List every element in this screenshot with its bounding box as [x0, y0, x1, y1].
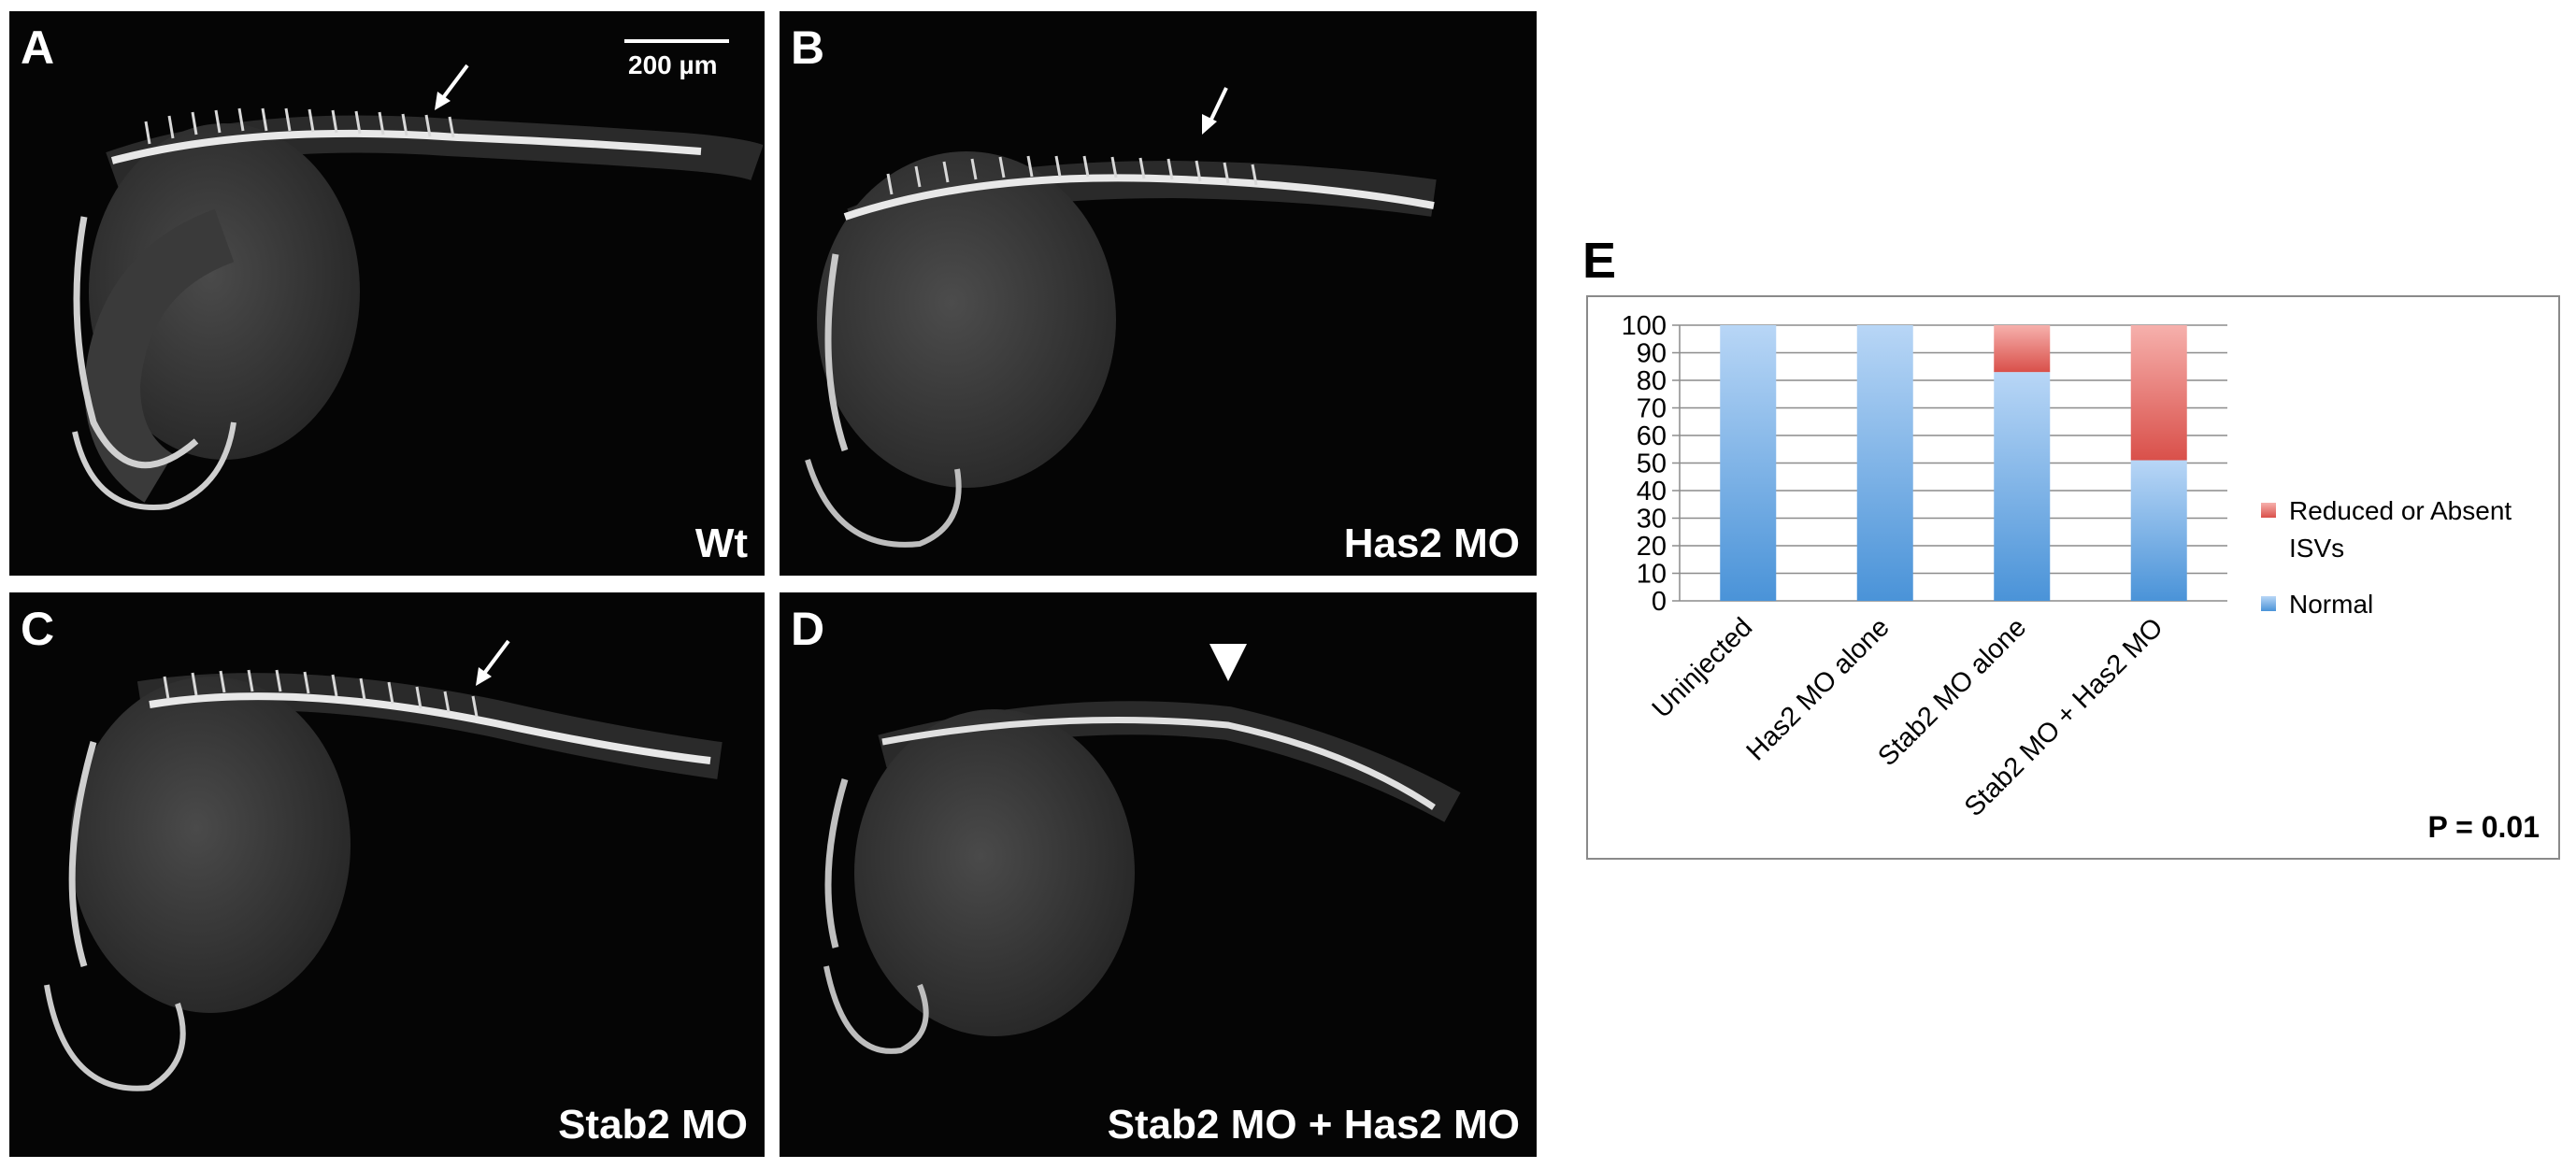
chart-frame: 0 10 20 30 40 50 60 70 80 90 100 Uninjected Has2 MO … [1586, 295, 2560, 860]
embryo-image-d [823, 644, 1461, 1054]
legend-swatch [2261, 596, 2276, 611]
condition-label-b: Has2 MO [1343, 520, 1520, 566]
panel-a-micrograph: A 200 µm Wt [9, 11, 765, 576]
y-tick-label: 70 [1637, 394, 1667, 424]
panel-letter-b: B [791, 21, 825, 74]
legend-swatch [2261, 503, 2276, 518]
condition-label-c: Stab2 MO [558, 1102, 748, 1148]
y-tick-label: 30 [1637, 505, 1667, 535]
y-tick-label: 50 [1637, 449, 1667, 479]
embryo-image-b [805, 87, 1437, 548]
condition-label-a: Wt [694, 520, 748, 566]
y-tick-label: 60 [1637, 421, 1667, 451]
legend-label: Reduced or Absent ISVs [2289, 496, 2512, 563]
x-category-label: Has2 MO alone [1741, 612, 1896, 766]
condition-label-d: Stab2 MO + Has2 MO [1107, 1102, 1520, 1148]
panel-c-micrograph: C Stab2 MO [9, 592, 765, 1157]
panel-letter-c: C [21, 603, 55, 655]
panel-letter-e: E [1582, 233, 1617, 289]
scale-bar [624, 39, 729, 43]
embryo-image-a [72, 64, 764, 510]
scale-bar-label: 200 µm [628, 50, 718, 79]
y-tick-label: 10 [1637, 560, 1667, 590]
bar-normal [1720, 325, 1777, 601]
bar-reduced-or-absent [1994, 325, 2051, 373]
panel-b-micrograph: B Has2 MO [780, 11, 1537, 576]
y-tick-label: 20 [1637, 532, 1667, 562]
bar-normal [1994, 372, 2051, 601]
x-category-label: Stab2 MO alone [1872, 612, 2032, 772]
y-tick-label: 100 [1622, 311, 1667, 341]
embryo-image-c [44, 639, 723, 1091]
y-tick-label: 0 [1652, 587, 1667, 617]
y-tick-label: 40 [1637, 477, 1667, 506]
bar-normal [1856, 325, 1913, 601]
legend-label: Normal [2289, 590, 2373, 619]
x-category-label: Uninjected [1647, 612, 1759, 724]
panel-letter-a: A [21, 21, 55, 74]
panel-letter-d: D [791, 603, 825, 655]
bar-reduced-or-absent [2130, 325, 2187, 461]
bar-normal [2130, 460, 2187, 601]
panel-d-micrograph: D Stab2 MO + Has2 MO [780, 592, 1537, 1157]
y-tick-label: 90 [1637, 339, 1667, 369]
y-tick-label: 80 [1637, 366, 1667, 396]
p-value-annotation: P = 0.01 [2427, 810, 2540, 844]
